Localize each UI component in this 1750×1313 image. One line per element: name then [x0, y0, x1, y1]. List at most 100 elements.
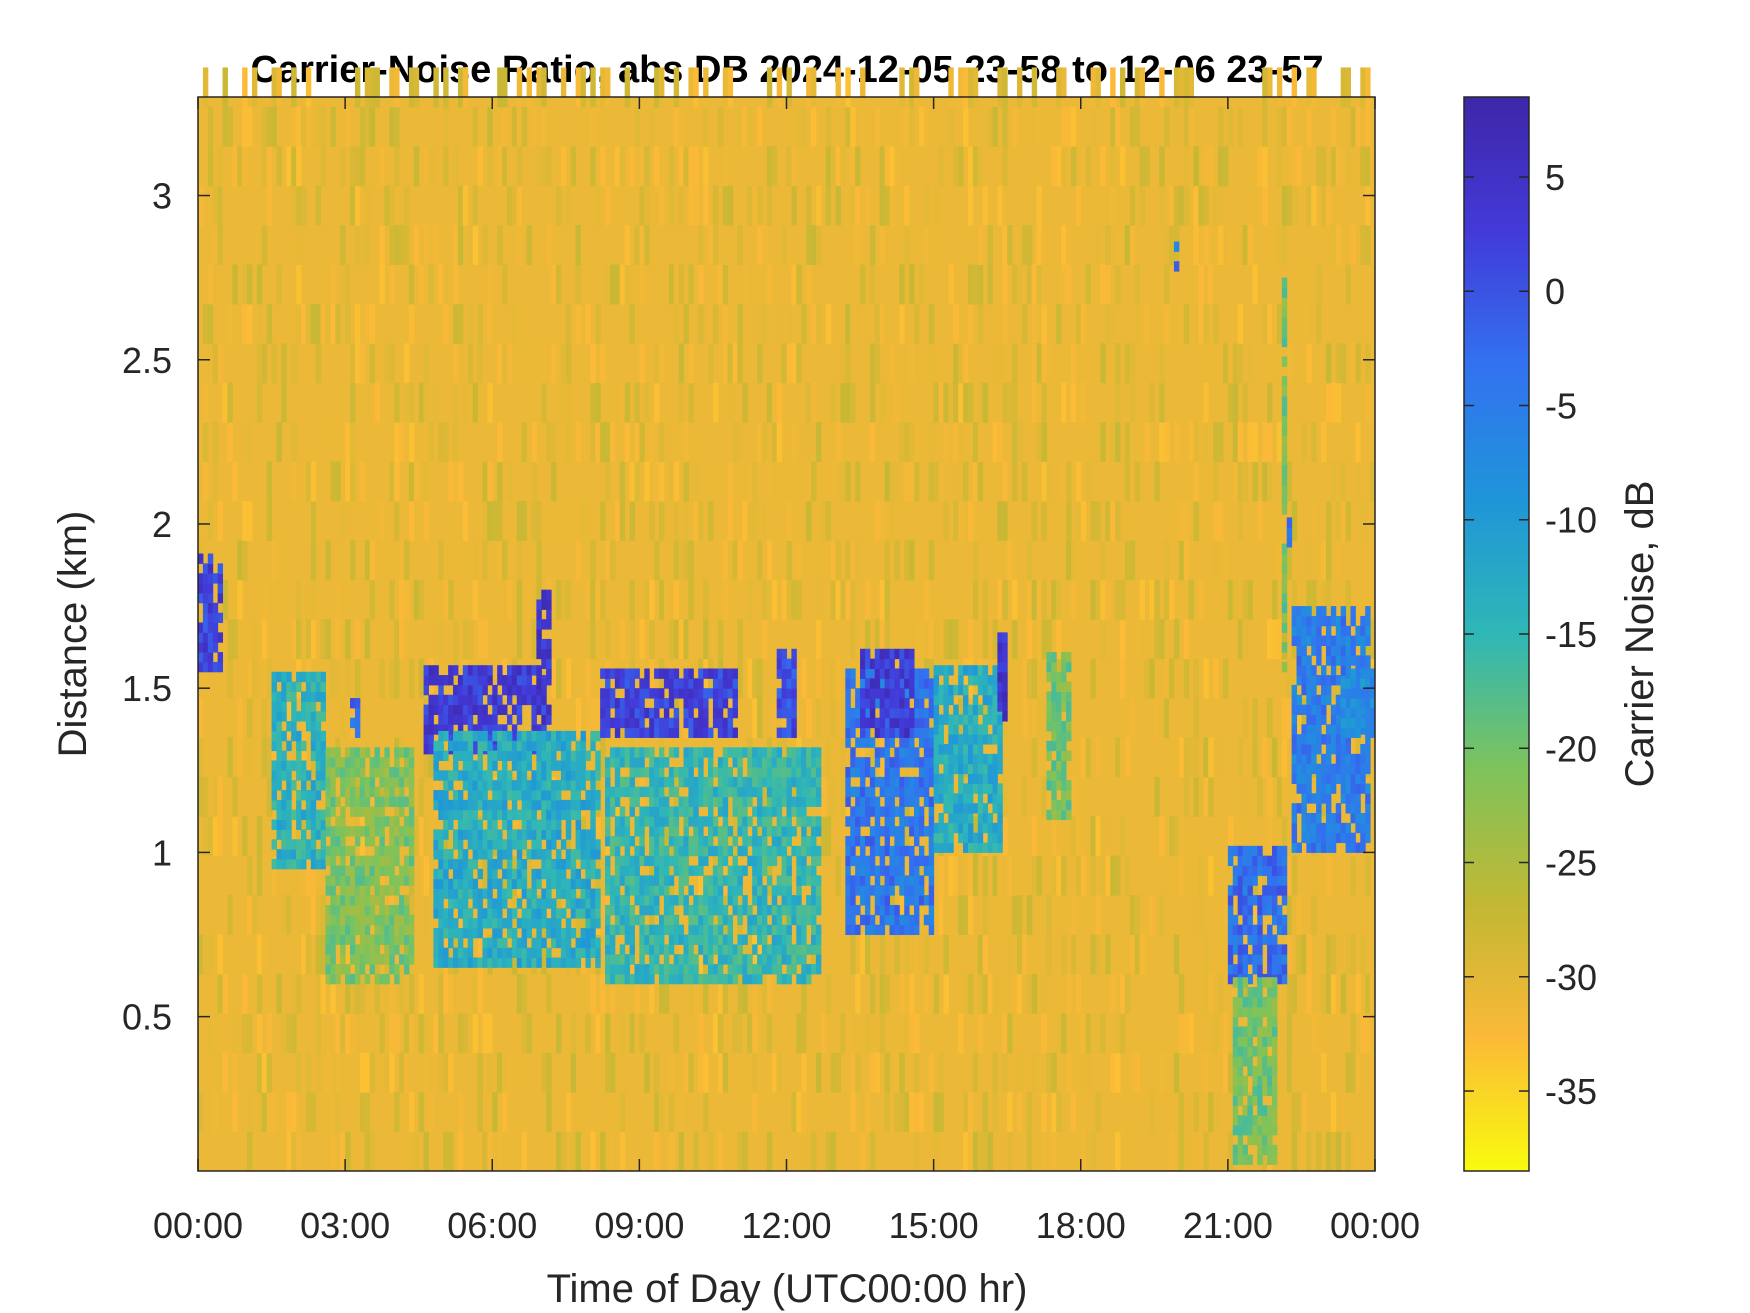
- heatmap-cell: [668, 786, 675, 798]
- heatmap-cell: [340, 934, 346, 945]
- heatmap-cell: [811, 865, 817, 876]
- heatmap-cell: [668, 747, 675, 758]
- heatmap-cell: [575, 957, 582, 968]
- heatmap-cell: [1002, 500, 1008, 541]
- heatmap-cell: [1183, 855, 1190, 896]
- heatmap-cell: [374, 885, 380, 896]
- heatmap-cell: [963, 343, 969, 384]
- heatmap-cell: [1267, 422, 1273, 463]
- heatmap-cell: [811, 885, 817, 896]
- heatmap-cell: [271, 737, 277, 778]
- heatmap-cell: [654, 796, 660, 807]
- heatmap-cell: [605, 973, 611, 985]
- heatmap-cell: [526, 957, 532, 968]
- heatmap-cell: [242, 500, 248, 541]
- heatmap-cell: [1110, 895, 1116, 936]
- heatmap-cell: [1232, 422, 1239, 463]
- heatmap-cell: [448, 937, 454, 949]
- heatmap-cell: [698, 668, 704, 679]
- heatmap-cell: [703, 698, 709, 709]
- heatmap-cell: [399, 895, 405, 906]
- heatmap-cell: [1296, 895, 1302, 936]
- heatmap-cell: [742, 964, 748, 975]
- heatmap-cell: [634, 106, 640, 147]
- heatmap-cell: [605, 914, 611, 926]
- heatmap-cell: [668, 185, 675, 226]
- heatmap-cell: [1183, 619, 1190, 660]
- heatmap-cell: [595, 185, 601, 226]
- heatmap-cell: [217, 652, 224, 663]
- heatmap-cell: [1090, 855, 1096, 896]
- heatmap-cell: [472, 724, 479, 735]
- heatmap-cell: [521, 957, 528, 968]
- heatmap-cell: [972, 1052, 979, 1093]
- heatmap-cell: [786, 796, 792, 807]
- heatmap-cell: [1203, 422, 1209, 463]
- heatmap-cell: [761, 885, 768, 896]
- heatmap-cell: [492, 937, 498, 949]
- heatmap-cell: [310, 681, 317, 692]
- heatmap-cell: [354, 944, 361, 955]
- heatmap-cell: [860, 776, 866, 788]
- heatmap-cell: [693, 146, 699, 187]
- heatmap-cell: [1066, 1052, 1072, 1093]
- heatmap-cell: [654, 875, 660, 886]
- heatmap-cell: [1188, 67, 1195, 108]
- heatmap-cell: [1046, 343, 1052, 384]
- heatmap-cell: [771, 146, 778, 187]
- heatmap-cell: [408, 786, 415, 798]
- heatmap-cell: [776, 875, 783, 886]
- heatmap-cell: [943, 895, 949, 936]
- heatmap-cell: [217, 1052, 224, 1093]
- heatmap-cell: [1164, 264, 1170, 305]
- heatmap-cell: [776, 786, 783, 798]
- heatmap-cell: [467, 878, 474, 890]
- heatmap-cell: [609, 688, 616, 699]
- heatmap-cell: [938, 1092, 944, 1133]
- heatmap-cell: [811, 106, 817, 147]
- heatmap-cell: [624, 845, 631, 857]
- heatmap-cell: [776, 767, 783, 778]
- heatmap-cell: [374, 855, 380, 867]
- heatmap-cell: [1321, 422, 1327, 463]
- heatmap-cell: [703, 895, 709, 906]
- heatmap-cell: [408, 1131, 415, 1172]
- heatmap-cell: [933, 1013, 940, 1054]
- heatmap-cell: [202, 382, 209, 423]
- heatmap-cell: [732, 954, 738, 965]
- heatmap-cell: [585, 750, 591, 761]
- heatmap-cell: [1021, 461, 1028, 502]
- heatmap-cell: [320, 819, 327, 830]
- heatmap-cell: [899, 67, 905, 108]
- heatmap-cell: [757, 786, 763, 798]
- heatmap-cell: [698, 717, 704, 729]
- heatmap-cell: [1085, 461, 1092, 502]
- heatmap-cell: [1095, 934, 1101, 975]
- heatmap-cell: [678, 540, 685, 581]
- heatmap-cell: [516, 740, 523, 752]
- heatmap-cell: [502, 540, 508, 581]
- heatmap-cell: [649, 845, 655, 857]
- heatmap-cell: [453, 760, 459, 771]
- heatmap-cell: [1169, 658, 1175, 699]
- heatmap-cell: [1129, 382, 1136, 423]
- heatmap-cell: [423, 1013, 429, 1054]
- heatmap-cell: [389, 816, 395, 827]
- heatmap-cell: [546, 714, 552, 725]
- heatmap-cell: [560, 809, 567, 821]
- heatmap-cell: [438, 422, 444, 463]
- heatmap-cell: [1144, 422, 1150, 463]
- heatmap-cell: [1041, 619, 1047, 660]
- heatmap-cell: [864, 619, 871, 660]
- heatmap-cell: [899, 106, 905, 147]
- heatmap-cell: [271, 790, 277, 801]
- heatmap-cell: [605, 826, 611, 837]
- heatmap-cell: [727, 885, 734, 896]
- heatmap-cell: [629, 185, 635, 226]
- heatmap-cell: [408, 934, 415, 945]
- heatmap-cell: [781, 688, 787, 699]
- heatmap-cell: [453, 343, 459, 384]
- heatmap-cell: [453, 665, 459, 676]
- heatmap-cell: [786, 540, 792, 581]
- heatmap-cell: [1218, 106, 1224, 147]
